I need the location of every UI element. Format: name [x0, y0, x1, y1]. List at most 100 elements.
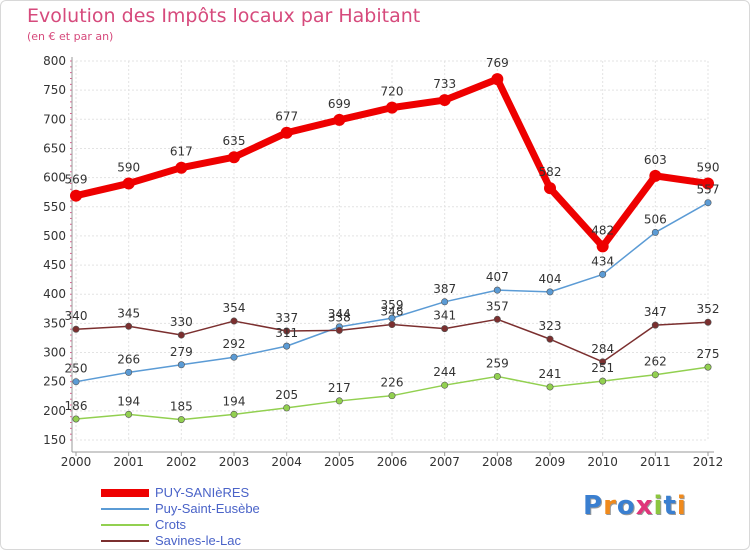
data-point	[493, 286, 501, 294]
data-point	[177, 331, 185, 339]
data-label: 185	[170, 400, 193, 414]
data-label: 341	[433, 309, 456, 323]
data-point	[596, 240, 609, 253]
y-tick-label: 600	[43, 171, 66, 185]
y-tick-label: 550	[43, 200, 66, 214]
series	[70, 73, 714, 424]
data-point	[228, 151, 240, 164]
data-point	[438, 94, 451, 107]
data-point	[280, 126, 293, 139]
data-label: 345	[117, 306, 140, 320]
data-label: 262	[644, 355, 667, 369]
data-label: 506	[644, 212, 667, 226]
x-tick-label: 2006	[377, 455, 408, 469]
data-point	[125, 410, 133, 418]
data-point	[70, 189, 82, 202]
data-point	[177, 416, 185, 424]
data-label: 769	[486, 56, 509, 70]
logo-letter: o	[616, 491, 636, 521]
data-point	[335, 326, 343, 334]
data-label: 266	[117, 352, 140, 366]
data-label: 275	[697, 347, 720, 361]
data-label: 186	[65, 399, 88, 413]
data-label: 352	[697, 302, 720, 316]
data-label: 720	[381, 85, 404, 99]
x-tick-label: 2001	[113, 455, 144, 469]
data-label: 284	[591, 342, 614, 356]
data-label: 590	[697, 160, 720, 174]
data-label: 569	[65, 173, 88, 187]
data-label: 244	[433, 365, 456, 379]
data-label: 323	[539, 319, 562, 333]
data-point	[599, 358, 607, 366]
y-tick-label: 200	[43, 404, 66, 418]
data-point	[175, 161, 188, 174]
data-point	[491, 73, 504, 86]
legend-item: Savines-le-Lac	[101, 533, 401, 549]
logo-letter: P	[583, 491, 604, 521]
data-point	[230, 353, 238, 361]
chart-subtitle: (en € et par an)	[27, 30, 114, 43]
data-label: 635	[223, 134, 246, 148]
legend-item: Puy-Saint-Eusèbe	[101, 501, 401, 517]
data-point	[493, 372, 501, 380]
data-label: 359	[381, 298, 404, 312]
legend-swatch	[101, 524, 149, 526]
x-tick-label: 2009	[535, 455, 566, 469]
logo-letter: x	[635, 491, 654, 521]
data-label: 205	[275, 388, 298, 402]
x-tick-label: 2004	[271, 455, 302, 469]
data-label: 194	[223, 394, 246, 408]
data-point	[177, 361, 185, 369]
legend-item: PUY-SANIèRES	[101, 485, 401, 501]
axes: 150 200 250 300 350 400 450 500 550 600 650 700 750 8…	[43, 54, 723, 469]
data-point	[283, 404, 291, 412]
x-tick-label: 2003	[219, 455, 250, 469]
data-point	[704, 363, 712, 371]
logo-letter: r	[603, 491, 617, 521]
data-label: 292	[223, 337, 246, 351]
y-tick-label: 350	[43, 316, 66, 330]
data-label: 217	[328, 381, 351, 395]
data-point	[441, 381, 449, 389]
data-point	[704, 318, 712, 326]
data-point	[441, 325, 449, 333]
y-tick-label: 300	[43, 346, 66, 360]
data-point	[441, 298, 449, 306]
legend-swatch	[101, 508, 149, 510]
logo-letter: t	[663, 491, 677, 521]
data-label: 259	[486, 356, 509, 370]
legend-label: Savines-le-Lac	[155, 533, 241, 548]
chart-title: Evolution des Impôts locaux par Habitant	[27, 5, 421, 27]
data-point	[230, 317, 238, 325]
y-tick-label: 800	[43, 54, 66, 68]
data-point	[651, 321, 659, 329]
x-tick-label: 2000	[61, 455, 92, 469]
data-label: 226	[381, 376, 404, 390]
y-tick-label: 450	[43, 258, 66, 272]
y-tick-label: 150	[43, 433, 66, 447]
data-point	[649, 169, 662, 182]
data-label: 407	[486, 270, 509, 284]
data-label: 347	[644, 305, 667, 319]
data-point	[125, 322, 133, 330]
legend-label: Puy-Saint-Eusèbe	[155, 501, 260, 516]
y-tick-label: 400	[43, 287, 66, 301]
data-point	[599, 270, 607, 278]
data-label: 434	[591, 254, 614, 268]
x-tick-label: 2007	[429, 455, 460, 469]
data-point	[333, 113, 346, 126]
data-label: 617	[170, 145, 193, 159]
x-tick-label: 2010	[587, 455, 618, 469]
x-tick-label: 2008	[482, 455, 513, 469]
data-point	[72, 325, 80, 333]
data-label: 590	[117, 160, 140, 174]
grid	[75, 60, 709, 441]
x-tick-label: 2005	[324, 455, 355, 469]
legend: PUY-SANIèRES Puy-Saint-Eusèbe Crots Savines…	[101, 485, 401, 549]
data-point	[493, 315, 501, 323]
data-point	[283, 342, 291, 350]
data-label: 354	[223, 301, 246, 315]
